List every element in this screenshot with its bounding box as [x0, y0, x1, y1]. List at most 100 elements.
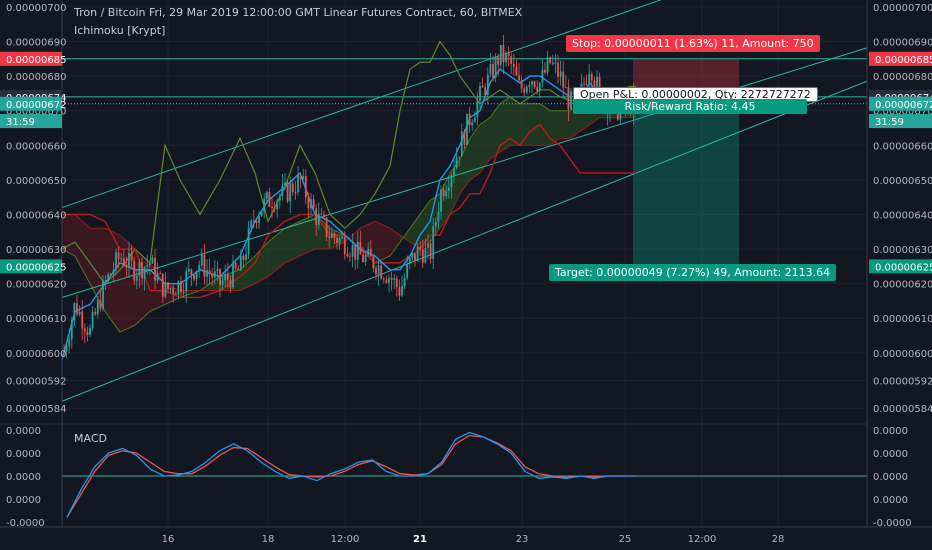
time-tick: 21: [413, 534, 427, 545]
candle-body: [120, 258, 123, 260]
price-tick-left: 0.00000690: [6, 38, 66, 49]
candle-body: [505, 53, 507, 63]
candle-body: [544, 69, 546, 73]
candle-body: [65, 346, 68, 352]
candle-body: [492, 63, 494, 78]
macd-tick-right: 0.0000: [873, 472, 908, 483]
cloud-segment: [510, 96, 520, 146]
candle-body: [187, 269, 190, 272]
target-label[interactable]: Target: 0.00000049 (7.27%) 49, Amount: 2…: [549, 264, 837, 281]
candle-body: [276, 200, 279, 210]
price-tag-left: 0.00000685: [6, 55, 66, 66]
candle-body: [362, 254, 364, 262]
stop-label[interactable]: Stop: 0.00000011 (1.63%) 11, Amount: 750: [566, 35, 820, 52]
candle-body: [390, 277, 393, 280]
candle-body: [518, 75, 520, 81]
price-tick-left: 0.00000592: [6, 376, 66, 387]
candle-body: [239, 255, 242, 271]
candle-body: [341, 236, 344, 238]
candle-body: [86, 331, 89, 335]
candle-body: [429, 243, 432, 259]
candle-body: [619, 108, 622, 120]
candle-body: [328, 236, 331, 238]
candle-body: [486, 74, 489, 96]
candle-body: [536, 87, 539, 91]
candle-body: [528, 84, 531, 87]
price-tick-left: 0.00000610: [6, 314, 66, 325]
price-tick-right: 0.00000640: [873, 210, 932, 221]
price-tick-left: 0.00000670: [6, 107, 66, 118]
candle-body: [258, 216, 260, 224]
candle-body: [460, 131, 463, 157]
candle-body: [250, 220, 253, 229]
cloud-segment: [440, 172, 450, 229]
candle-body: [143, 266, 146, 279]
channel-line-middle: [61, 27, 932, 298]
candle-body: [367, 248, 370, 256]
candle-body: [185, 271, 188, 292]
price-tick-left: 0.00000620: [6, 280, 66, 291]
candle-body: [291, 183, 294, 192]
candle-body: [63, 351, 65, 353]
price-tick-right: 0.00000610: [873, 314, 932, 325]
candle-body: [232, 262, 234, 288]
candle-body: [151, 257, 154, 264]
cloud-segment: [300, 214, 315, 256]
candle-body: [96, 300, 99, 315]
candle-body: [289, 183, 292, 202]
candle-body: [445, 190, 448, 197]
candle-body: [128, 252, 130, 268]
candle-body: [541, 69, 544, 83]
candle-body: [570, 91, 572, 110]
candle-body: [273, 208, 276, 210]
time-tick: 18: [262, 534, 275, 545]
candle-body: [208, 270, 211, 274]
macd-tick-right: -0.0000: [873, 518, 912, 529]
candle-body: [523, 88, 526, 93]
macd-tick-left: 0.0000: [6, 472, 41, 483]
candle-body: [315, 208, 318, 225]
candle-body: [325, 217, 328, 237]
macd-tick-left: 0.0000: [6, 449, 41, 460]
candle-body: [224, 273, 227, 281]
price-tick-left: 0.00000600: [6, 349, 66, 360]
cloud-segment: [375, 221, 390, 263]
candle-body: [466, 113, 468, 145]
candle-body: [484, 87, 487, 96]
cloud-segment: [460, 138, 470, 194]
candle-body: [284, 182, 286, 186]
candle-body: [102, 280, 104, 309]
candle-body: [546, 57, 549, 73]
candle-body: [330, 233, 333, 238]
candle-body: [583, 83, 585, 85]
candle-body: [94, 311, 97, 315]
candle-body: [346, 254, 349, 257]
candle-body: [122, 258, 125, 266]
indicator-legend[interactable]: Ichimoku [Krypt]: [74, 24, 166, 37]
candle-body: [557, 62, 559, 77]
candle-body: [343, 236, 346, 255]
open-pnl-label[interactable]: Open P&L: 0.00000002, Qty: 2272727272: [573, 87, 818, 102]
signal-line: [66, 434, 636, 518]
cloud-segment: [490, 103, 500, 160]
candle-body: [354, 245, 357, 260]
candle-body: [549, 57, 552, 63]
price-tag-right-bg: [869, 114, 932, 129]
price-tick-right: 0.00000592: [873, 376, 932, 387]
candle-body: [458, 156, 461, 158]
cloud-segment: [268, 228, 285, 277]
price-tag-right-bg: [869, 96, 932, 111]
candle-body: [302, 176, 305, 180]
risk-reward-label[interactable]: Risk/Reward Ratio: 4.45: [573, 99, 807, 114]
candle-body: [510, 56, 513, 65]
candle-body: [559, 71, 562, 77]
time-tick: 12:00: [331, 534, 360, 545]
candle-body: [356, 241, 359, 260]
price-tick-left: 0.00000640: [6, 210, 66, 221]
price-tick-left: 0.00000700: [6, 3, 66, 14]
macd-pane: [0, 423, 932, 518]
candle-body: [99, 300, 102, 309]
time-tick: 28: [772, 534, 785, 545]
candle-body: [401, 285, 403, 296]
candle-body: [148, 263, 151, 266]
